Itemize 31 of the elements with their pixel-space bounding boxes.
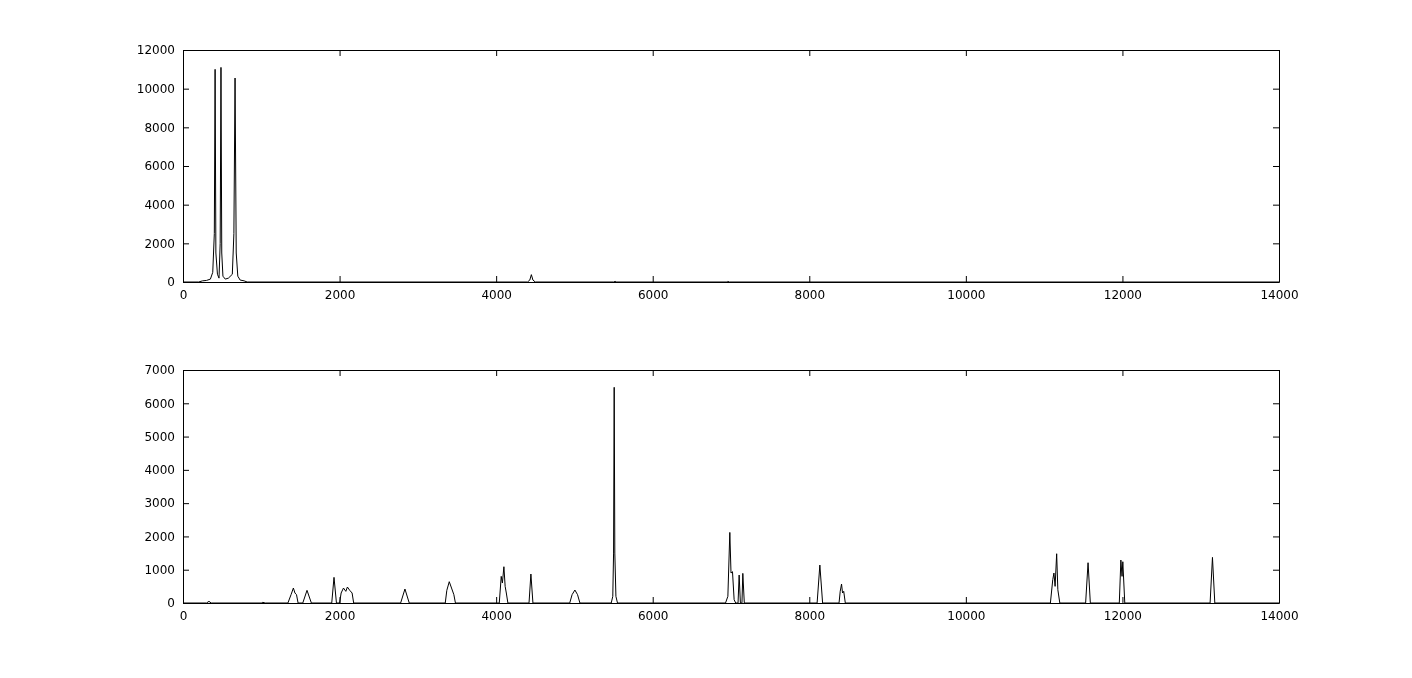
- y-tick-label: 10000: [136, 82, 175, 97]
- x-tick-label: 4000: [481, 608, 512, 623]
- x-tick-label: 0: [179, 287, 188, 302]
- y-tick-label: 7000: [144, 363, 175, 378]
- x-tick-label: 0: [179, 608, 188, 623]
- x-tick-label: 2000: [324, 608, 356, 623]
- x-tick-label: 10000: [947, 608, 986, 623]
- y-tick-label: 8000: [144, 120, 175, 135]
- x-tick-label: 12000: [1103, 287, 1143, 302]
- x-tick-label: 14000: [1260, 608, 1299, 623]
- x-tick-label: 8000: [794, 608, 826, 623]
- y-tick-label: 3000: [144, 496, 175, 511]
- y-tick-label: 6000: [144, 159, 175, 174]
- x-tick-label: 12000: [1103, 608, 1143, 623]
- y-tick-label: 4000: [144, 198, 175, 213]
- x-tick-label: 10000: [947, 287, 986, 302]
- y-tick-label: 6000: [144, 396, 175, 411]
- y-tick-label: 0: [167, 596, 175, 611]
- x-tick-label: 6000: [637, 287, 669, 302]
- x-tick-label: 14000: [1260, 287, 1299, 302]
- y-tick-label: 2000: [144, 529, 175, 544]
- y-tick-label: 4000: [144, 463, 175, 478]
- y-tick-label: 0: [167, 275, 175, 290]
- x-tick-label: 8000: [794, 287, 826, 302]
- x-tick-label: 4000: [481, 287, 512, 302]
- y-tick-label: 2000: [144, 236, 175, 251]
- x-tick-label: 2000: [324, 287, 356, 302]
- x-tick-label: 6000: [637, 608, 669, 623]
- y-tick-label: 12000: [136, 43, 175, 58]
- y-tick-label: 1000: [144, 563, 175, 578]
- y-tick-label: 5000: [144, 429, 175, 444]
